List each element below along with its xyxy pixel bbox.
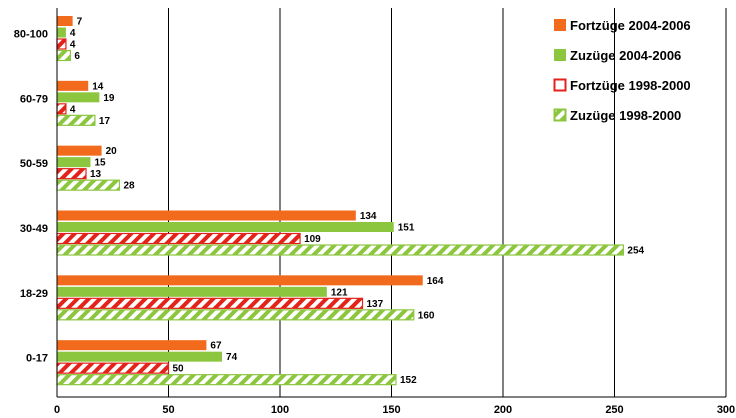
legend-swatch-fortz-ge-2004-2006: [554, 19, 566, 31]
data-label: 4: [70, 28, 76, 39]
bar-18-29-zuz-ge-2004-2006: [57, 286, 327, 297]
axes: 0 50 100 150 200 250 300 80-100 60-79 50-59 30-49 1…: [14, 8, 735, 416]
bars: [56, 16, 625, 386]
bar-80-100-fortz-ge-2004-2006: [57, 16, 73, 26]
x-tick-label: 150: [382, 404, 400, 416]
y-tick-label: 18-29: [20, 288, 48, 300]
bar-18-29-fortz-ge-2004-2006: [57, 275, 423, 286]
bar-30-49-fortz-ge-1998-2000: [56, 232, 301, 245]
legend-swatch-zuz-ge-1998-2000: [553, 108, 567, 122]
data-label: 164: [427, 276, 444, 287]
bar-60-79-zuz-ge-1998-2000: [56, 114, 96, 126]
data-label: 7: [77, 17, 83, 28]
bar-50-59-zuz-ge-1998-2000: [56, 179, 121, 191]
data-label: 13: [90, 169, 102, 180]
data-label: 28: [123, 181, 135, 192]
bar-0-17-zuz-ge-2004-2006: [57, 351, 223, 362]
data-label: 17: [99, 116, 111, 127]
bar-80-100-fortz-ge-1998-2000: [56, 38, 67, 50]
bar-0-17-fortz-ge-1998-2000: [56, 362, 170, 374]
bar-60-79-fortz-ge-1998-2000: [56, 103, 67, 115]
bar-50-59-fortz-ge-1998-2000: [56, 168, 87, 180]
x-tick-label: 0: [54, 404, 60, 416]
data-label: 74: [226, 352, 238, 363]
x-tick-label: 200: [494, 404, 512, 416]
data-label: 151: [398, 223, 415, 234]
y-tick-label: 80-100: [14, 29, 48, 41]
data-label: 4: [70, 104, 76, 115]
bar-60-79-fortz-ge-2004-2006: [57, 80, 89, 91]
y-tick-label: 50-59: [20, 158, 48, 170]
legend: Fortzüge 2004-2006 Zuzüge 2004-2006 Fortzü…: [553, 18, 691, 123]
data-label: 121: [331, 287, 348, 298]
bar-30-49-zuz-ge-2004-2006: [57, 222, 394, 232]
x-tick-label: 50: [162, 404, 174, 416]
data-label: 137: [367, 299, 384, 310]
gridlines: [168, 8, 727, 397]
bar-80-100-zuz-ge-2004-2006: [57, 27, 66, 38]
data-label: 160: [418, 310, 435, 321]
bar-18-29-zuz-ge-1998-2000: [56, 309, 415, 321]
data-label: 50: [173, 364, 185, 375]
data-label: 20: [106, 146, 118, 157]
bar-60-79-zuz-ge-2004-2006: [57, 92, 100, 103]
data-label: 19: [103, 93, 115, 104]
bar-18-29-fortz-ge-1998-2000: [56, 297, 364, 309]
y-tick-label: 0-17: [26, 353, 48, 365]
legend-label: Fortzüge 2004-2006: [570, 18, 691, 33]
data-label: 152: [400, 375, 417, 386]
bar-0-17-fortz-ge-2004-2006: [57, 340, 207, 351]
bar-30-49-zuz-ge-1998-2000: [56, 244, 625, 256]
data-label: 109: [304, 234, 321, 245]
x-tick-label: 100: [271, 404, 289, 416]
bar-0-17-zuz-ge-1998-2000: [56, 374, 397, 386]
bar-50-59-fortz-ge-2004-2006: [57, 145, 102, 156]
data-label: 15: [94, 158, 106, 169]
y-tick-label: 60-79: [20, 93, 48, 105]
bar-30-49-fortz-ge-2004-2006: [57, 210, 356, 221]
data-labels: 7446141941720151328134151109254164121137…: [70, 17, 645, 387]
x-tick-label: 300: [717, 404, 735, 416]
data-label: 134: [360, 211, 377, 222]
data-label: 67: [210, 341, 222, 352]
legend-label: Zuzüge 1998-2000: [570, 108, 681, 123]
legend-label: Fortzüge 1998-2000: [570, 78, 691, 93]
legend-label: Zuzüge 2004-2006: [570, 48, 681, 63]
x-tick-label: 250: [605, 404, 623, 416]
data-label: 6: [74, 51, 80, 62]
y-tick-label: 30-49: [20, 223, 48, 235]
data-label: 254: [627, 246, 644, 257]
bar-80-100-zuz-ge-1998-2000: [56, 49, 71, 62]
legend-swatch-fortz-ge-1998-2000: [553, 78, 567, 92]
legend-swatch-zuz-ge-2004-2006: [554, 49, 566, 61]
data-label: 4: [70, 40, 76, 51]
data-label: 14: [92, 81, 104, 92]
bar-50-59-zuz-ge-2004-2006: [57, 157, 91, 168]
